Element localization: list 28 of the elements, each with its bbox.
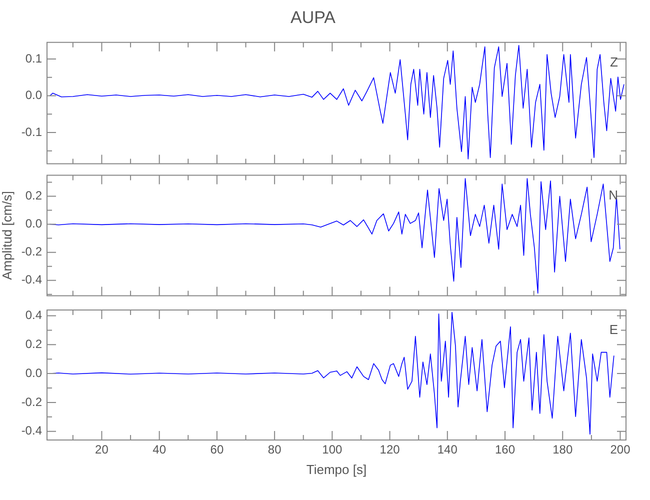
x-tick-label: 180 bbox=[552, 442, 573, 457]
y-tick-label: -0.2 bbox=[21, 394, 42, 409]
y-tick-label: 0.0 bbox=[25, 88, 42, 102]
x-tick-label: 100 bbox=[322, 442, 343, 457]
x-tick-label: 60 bbox=[210, 442, 224, 457]
x-tick-label: 20 bbox=[95, 442, 109, 457]
annotation: E bbox=[609, 322, 618, 338]
y-tick-label: 0.0 bbox=[25, 366, 42, 380]
x-tick-label: 200 bbox=[610, 442, 631, 457]
x-tick-label: 140 bbox=[437, 442, 458, 457]
y-tick-label: -0.2 bbox=[21, 244, 42, 259]
x-tick-label: 120 bbox=[380, 442, 400, 457]
x-axis-title: Tiempo [s] bbox=[306, 462, 367, 477]
y-tick-label: -0.4 bbox=[21, 424, 42, 438]
y-tick-label: -0.4 bbox=[21, 272, 42, 287]
y-tick-label: 0.0 bbox=[25, 216, 42, 231]
annotation: N bbox=[608, 187, 618, 202]
y-tick-label: 0.4 bbox=[25, 308, 42, 322]
x-tick-label: 80 bbox=[268, 442, 282, 457]
x-tick-label: 40 bbox=[152, 442, 166, 457]
x-tick-label: 160 bbox=[495, 442, 516, 457]
annotation: Z bbox=[610, 54, 618, 70]
chart-title: AUPA bbox=[290, 8, 336, 27]
y-tick-label: 0.2 bbox=[25, 188, 42, 203]
y-axis-title: Amplitud [cm/s] bbox=[0, 191, 14, 280]
y-tick-label: 0.1 bbox=[25, 51, 42, 66]
y-tick-label: 0.2 bbox=[25, 336, 42, 351]
y-tick-label: -0.1 bbox=[21, 124, 42, 139]
